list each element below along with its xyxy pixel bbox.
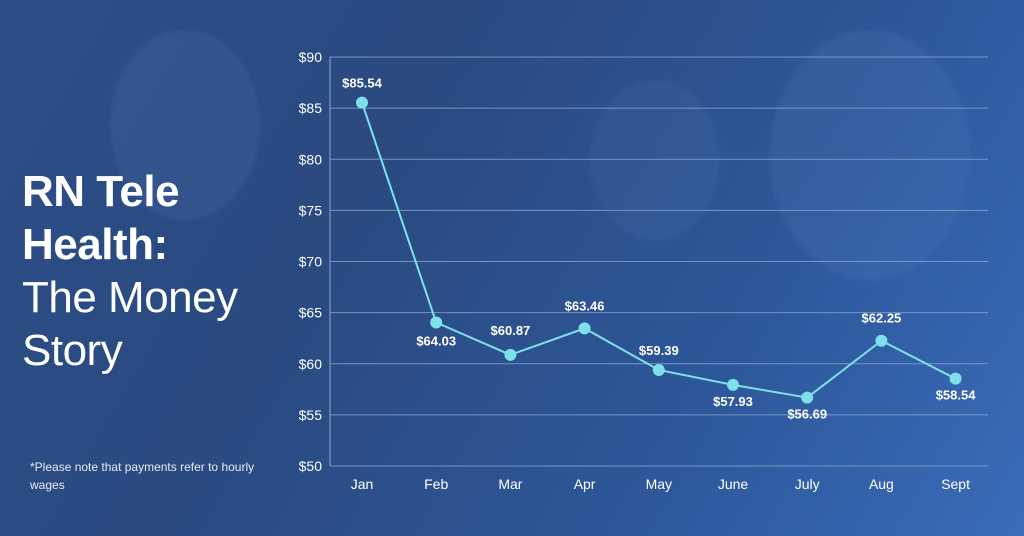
footnote: *Please note that payments refer to hour… [30,460,255,492]
data-point [727,378,739,391]
x-tick-label: May [646,476,672,492]
data-label: $59.39 [639,343,679,358]
data-point [875,334,888,347]
y-tick-label: $55 [299,407,323,423]
y-tick-label: $60 [299,356,323,372]
data-point [949,372,962,385]
x-tick-label: Apr [574,476,596,492]
y-tick-label: $75 [299,202,323,218]
title-line-3: The Money [22,273,238,322]
data-label: $56.69 [787,407,827,422]
data-label: $62.25 [862,311,902,326]
data-point [652,363,665,376]
y-tick-label: $65 [299,305,323,321]
y-tick-label: $80 [299,151,323,167]
data-point [356,96,368,109]
title-line-1: RN Tele [22,167,180,216]
title-line-2: Health: [22,220,168,269]
data-point [430,316,443,329]
data-label: $58.54 [936,388,977,403]
x-tick-label: Feb [424,476,448,492]
y-tick-label: $90 [299,49,323,65]
background-figure-right [770,30,970,280]
y-tick-label: $50 [299,458,323,474]
data-label: $57.93 [713,394,753,409]
x-tick-label: Sept [941,476,970,492]
data-point [504,348,517,361]
y-tick-label: $85 [299,100,323,116]
title-line-4: Story [22,326,123,375]
page-title: RN Tele Health: The Money Story [22,165,238,377]
data-point [801,391,814,404]
data-label: $60.87 [491,323,531,338]
x-tick-label: Mar [498,476,522,492]
data-label: $63.46 [565,298,605,313]
x-tick-label: June [718,476,749,492]
data-label: $85.54 [342,76,383,91]
x-tick-label: Aug [869,476,894,492]
x-tick-label: Jan [351,476,374,492]
background-figure-left [110,30,260,220]
background-figure-center [590,80,720,240]
x-tick-label: July [795,476,820,492]
data-label: $64.03 [416,334,456,349]
y-tick-label: $70 [299,254,323,270]
data-point [578,322,591,335]
